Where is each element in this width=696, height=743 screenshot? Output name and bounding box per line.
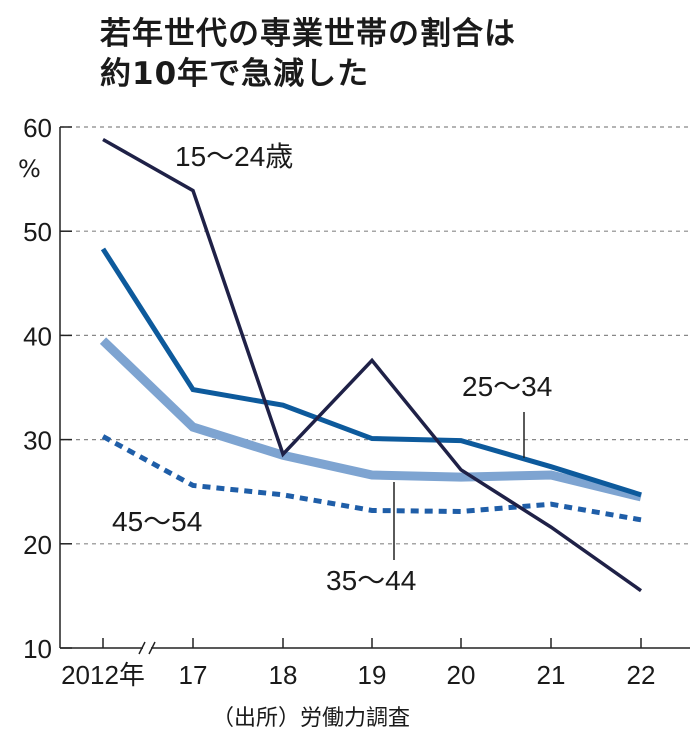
- series-label-45-54: 45～54: [112, 506, 202, 537]
- x-tick-label: 2012年: [61, 660, 145, 690]
- y-axis-unit: %: [18, 155, 41, 183]
- x-tick-label: 19: [358, 660, 387, 690]
- series-label-15-24: 15～24歳: [175, 141, 293, 172]
- x-tick-label: 20: [447, 660, 476, 690]
- series-label-35-44: 35～44: [326, 565, 416, 596]
- source-note: （出所）労働力調査: [212, 706, 411, 731]
- y-tick-label: 40: [23, 321, 52, 351]
- series-label-25-34: 25～34: [462, 371, 552, 402]
- series-line: [99, 337, 643, 502]
- y-tick-label: 10: [23, 634, 52, 664]
- y-tick-label: 20: [23, 530, 52, 560]
- axis-break-mark: [148, 641, 156, 655]
- x-tick-label: 18: [269, 660, 298, 690]
- x-tick-label: 22: [627, 660, 656, 690]
- title-line-2: 約10年で急減した: [100, 56, 370, 92]
- title-line-1: 若年世代の専業世帯の割合は: [100, 16, 516, 52]
- x-tick-label: 21: [537, 660, 566, 690]
- axis-break-mark: [138, 641, 146, 655]
- y-tick-label: 30: [23, 426, 52, 456]
- y-tick-label: 60: [23, 113, 52, 143]
- chart-title: 若年世代の専業世帯の割合は 約10年で急減した: [100, 14, 516, 94]
- x-tick-label: 17: [179, 660, 208, 690]
- series-line: [100, 247, 642, 498]
- axis-break-gap: [143, 642, 151, 654]
- y-tick-label: 50: [23, 217, 52, 247]
